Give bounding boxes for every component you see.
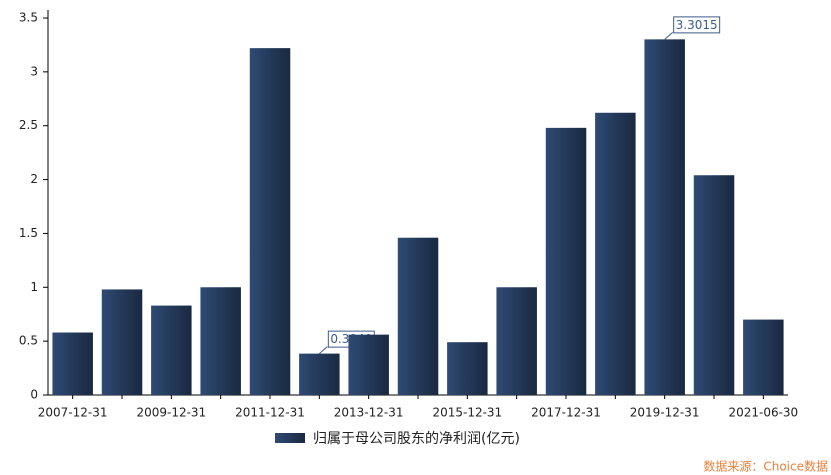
y-tick-label: 0.5: [19, 334, 38, 348]
x-tick-label: 2011-12-31: [235, 406, 305, 420]
y-tick-label: 3.5: [19, 11, 38, 25]
label-leader: [664, 32, 673, 40]
bar-shade: [397, 237, 439, 395]
bar-shade: [545, 127, 587, 396]
y-tick-label: 1: [30, 280, 38, 294]
x-tick-label: 2021-06-30: [728, 406, 798, 420]
y-tick-label: 2.5: [19, 118, 38, 132]
x-tick-label: 2007-12-31: [38, 406, 108, 420]
bar-shade: [644, 39, 685, 395]
bar-shade: [151, 305, 192, 395]
legend-label: 归属于母公司股东的净利润(亿元): [313, 430, 520, 447]
x-tick-label: 2019-12-31: [630, 406, 700, 420]
bar-shade: [496, 287, 537, 395]
y-tick-label: 1.5: [19, 226, 38, 240]
bar-shade: [348, 334, 389, 395]
bar-shade: [447, 342, 488, 395]
legend-swatch-shade: [275, 433, 305, 443]
y-tick-label: 3: [30, 64, 38, 78]
y-tick-label: 2: [30, 172, 38, 186]
x-tick-label: 2015-12-31: [432, 406, 502, 420]
bar-shade: [743, 319, 784, 395]
x-tick-label: 2017-12-31: [531, 406, 601, 420]
label-leader: [319, 346, 328, 355]
y-tick-label: 0: [30, 388, 38, 402]
bar-shade: [200, 287, 241, 395]
value-label-box: [673, 16, 721, 34]
value-label: 3.3015: [676, 18, 718, 32]
bar-shade: [595, 112, 636, 395]
bar-shade: [52, 332, 93, 395]
x-tick-label: 2013-12-31: [334, 406, 404, 420]
x-tick-label: 2009-12-31: [136, 406, 206, 420]
bar-shade: [693, 175, 735, 395]
bar-shade: [299, 353, 340, 395]
bar-shade: [249, 48, 291, 395]
bar-shade: [101, 289, 143, 395]
source-note: 数据来源：Choice数据: [703, 459, 828, 474]
